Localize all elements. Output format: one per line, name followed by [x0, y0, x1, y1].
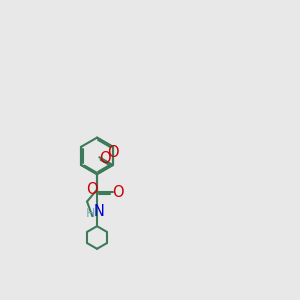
- Text: O: O: [99, 151, 110, 166]
- Text: O: O: [86, 182, 98, 196]
- Text: O: O: [112, 185, 124, 200]
- Text: N: N: [93, 204, 104, 219]
- Text: O: O: [108, 145, 119, 160]
- Text: H: H: [86, 207, 95, 220]
